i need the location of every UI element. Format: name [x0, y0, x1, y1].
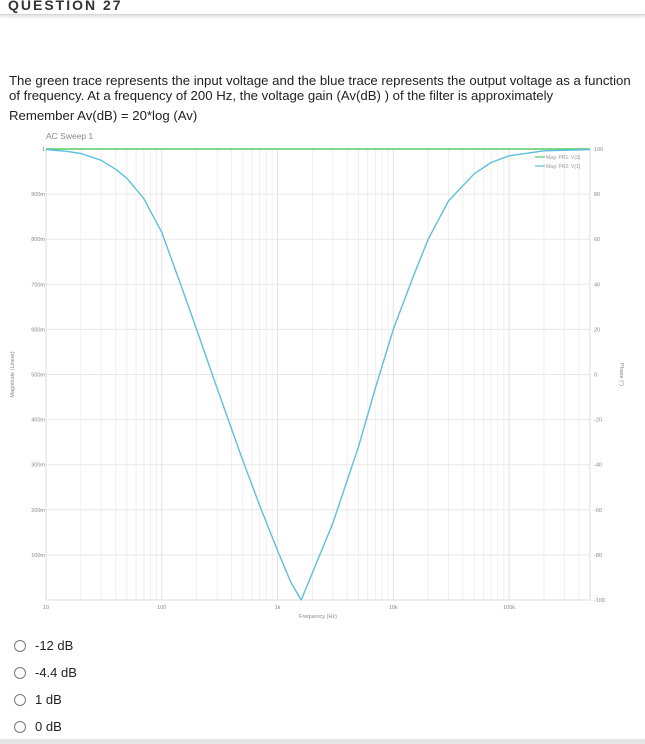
y2-tick-label: -100 — [594, 598, 605, 604]
question-formula: Remember Av(dB) = 20*log (Av) — [9, 108, 198, 123]
y-tick-label: 1 — [42, 147, 45, 153]
y2-tick-label: -20 — [594, 418, 602, 424]
y2-tick-label: -60 — [594, 508, 602, 514]
choice-label: -12 dB — [35, 638, 74, 653]
chart-title: AC Sweep 1 — [46, 131, 94, 141]
choice-label: -4.4 dB — [35, 665, 77, 680]
y-tick-label: 500m — [31, 373, 45, 379]
legend-label: Mag: PR1: V(3) — [546, 155, 581, 161]
answer-choices: -12 dB -4.4 dB 1 dB 0 dB — [14, 632, 77, 740]
x-tick-label: 10 — [43, 605, 49, 611]
y-tick-label: 100m — [31, 553, 45, 559]
answer-choice[interactable]: -4.4 dB — [14, 659, 77, 686]
x-tick-label: 10k — [389, 605, 398, 611]
legend-label: Mag: PR2: V(1) — [546, 164, 581, 170]
answer-choice[interactable]: 0 dB — [14, 713, 77, 740]
radio-button[interactable] — [14, 639, 26, 652]
series-line — [45, 148, 591, 601]
x-tick-label: 100 — [157, 605, 166, 611]
radio-button[interactable] — [14, 720, 26, 733]
ac-sweep-chart: AC Sweep 110 100 1k 10k 100k1900m800m700m600… — [10, 131, 624, 620]
y2-tick-label: 20 — [594, 327, 600, 333]
y-tick-label: 900m — [31, 192, 45, 198]
x-axis-label: Frequency (Hz) — [299, 614, 337, 620]
bottom-bar — [0, 739, 645, 744]
y-tick-label: 400m — [31, 418, 45, 424]
question-header: QUESTION 27 — [0, 0, 645, 15]
y2-tick-label: -80 — [594, 553, 602, 559]
radio-button[interactable] — [14, 666, 26, 679]
answer-choice[interactable]: -12 dB — [14, 632, 77, 659]
y-tick-label: 600m — [31, 327, 45, 333]
y-tick-label: 300m — [31, 463, 45, 469]
x-tick-label: 100k — [503, 605, 515, 611]
y2-tick-label: -40 — [594, 463, 602, 469]
answer-choice[interactable]: 1 dB — [14, 686, 77, 713]
y2-tick-label: 60 — [594, 237, 600, 243]
y-tick-label: 200m — [31, 508, 45, 514]
choice-label: 0 dB — [35, 719, 62, 734]
question-title: QUESTION 27 — [8, 0, 123, 13]
y2-tick-label: 0 — [594, 373, 597, 379]
y2-tick-label: 40 — [594, 282, 600, 288]
choice-label: 1 dB — [35, 692, 62, 707]
y2-tick-label: 80 — [594, 192, 600, 198]
radio-button[interactable] — [14, 693, 26, 706]
x-tick-label: 1k — [275, 605, 281, 611]
y-tick-label: 700m — [31, 282, 45, 288]
y2-tick-label: 100 — [594, 147, 603, 153]
y-tick-label: 800m — [31, 237, 45, 243]
y-axis-label: Magnitude (Linear) — [10, 351, 16, 397]
y2-axis-label: Phase (°) — [618, 363, 624, 386]
question-text: The green trace represents the input vol… — [9, 73, 631, 103]
